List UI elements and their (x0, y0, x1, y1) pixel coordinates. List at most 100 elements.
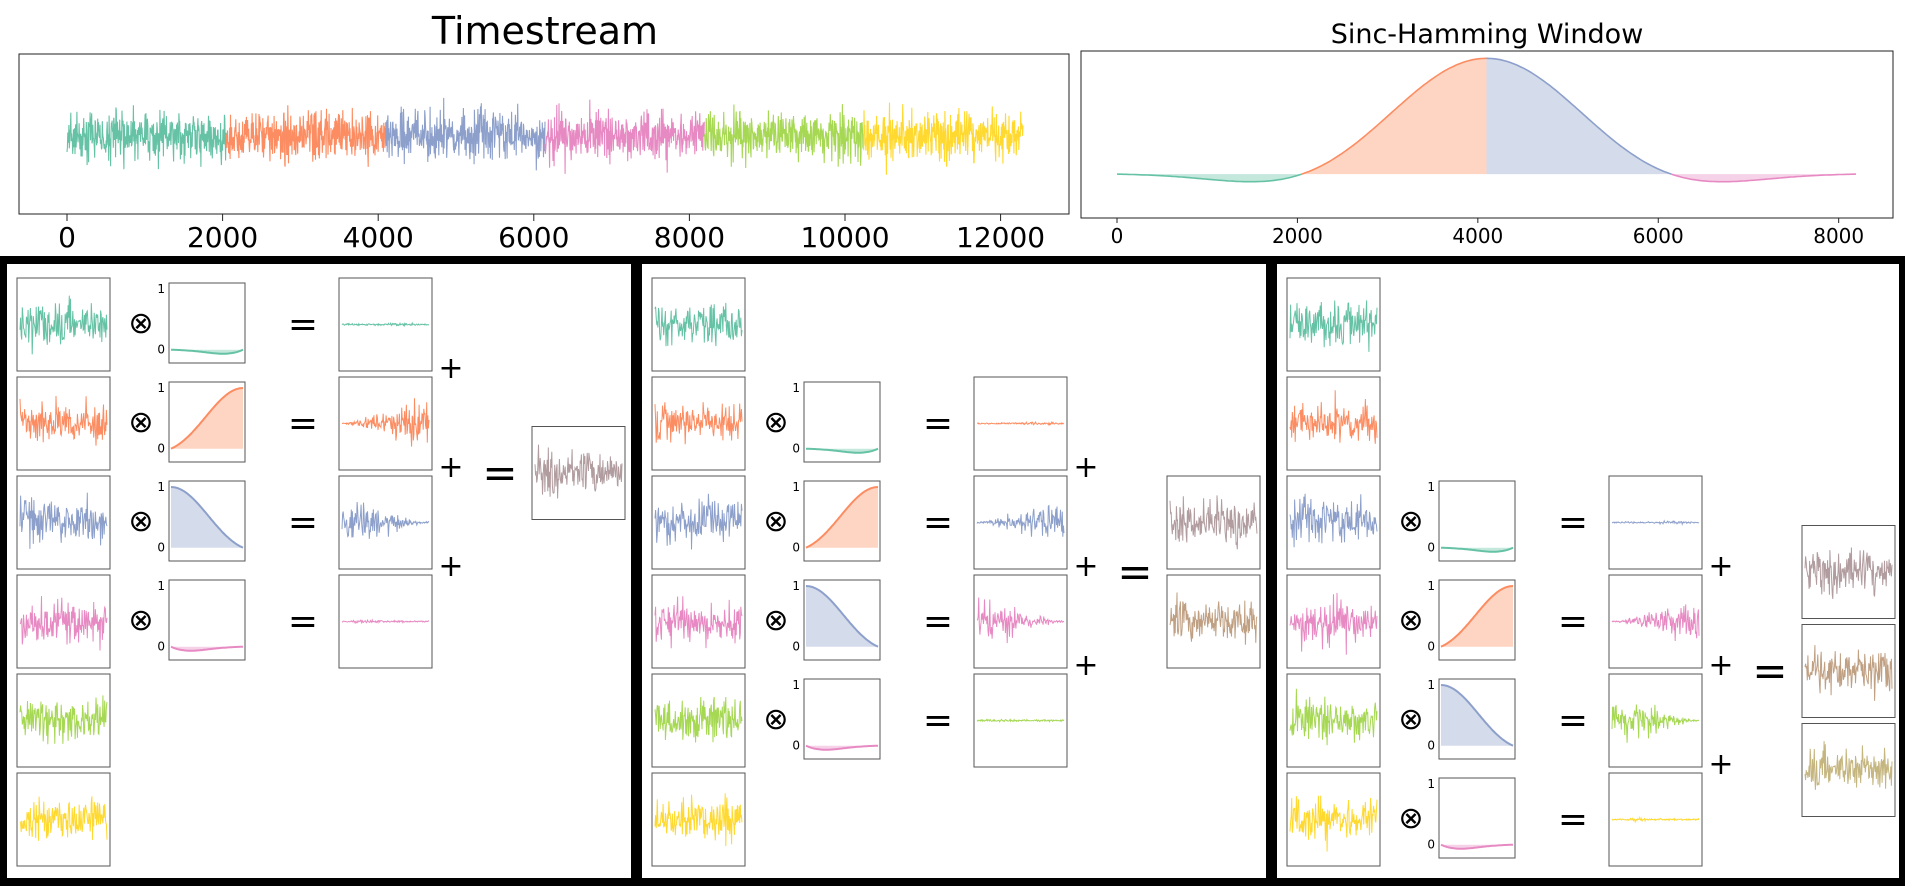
windowed-segment-signal (976, 504, 1065, 537)
window-thumb-tick-1: 1 (792, 381, 800, 395)
sum-output-2-signal (1169, 592, 1258, 645)
segment-2-signal (19, 395, 108, 446)
windowed-segment-signal (341, 501, 430, 539)
window-thumb-area (1441, 685, 1513, 746)
panel-3-frame (1269, 256, 1905, 886)
equals-symbol: = (923, 403, 953, 444)
window-thumb-tick-1: 1 (1427, 777, 1435, 791)
window-thumb-tick-0: 0 (792, 640, 800, 654)
equals-symbol: = (288, 502, 318, 543)
window-thumb-area (806, 586, 878, 647)
multiply-symbol: ⊗ (128, 504, 153, 539)
equals-symbol: = (1558, 700, 1588, 741)
segment-2-signal (654, 402, 743, 445)
timestream-tick-label: 10000 (800, 221, 889, 254)
multiply-symbol: ⊗ (763, 405, 788, 440)
timestream-tick-label: 2000 (187, 221, 258, 254)
window-thumb-line (805, 447, 879, 454)
window-thumb-tick-0: 0 (1427, 838, 1435, 852)
segment-3-signal (19, 492, 108, 549)
windowed-segment-signal (976, 718, 1065, 723)
sum-output-1-signal (534, 444, 623, 499)
timestream-series-2 (225, 105, 387, 167)
multiply-symbol: ⊗ (128, 405, 153, 440)
window-thumb-line (1440, 585, 1514, 648)
window-tick-label: 8000 (1813, 224, 1864, 248)
window-line-1 (1116, 173, 1303, 183)
window-thumb-line (170, 645, 244, 652)
window-thumb-line (805, 585, 879, 648)
window-line-3 (1486, 57, 1672, 175)
window-thumb-tick-0: 0 (157, 343, 165, 357)
equals-symbol: = (288, 601, 318, 642)
window-area-3 (1486, 58, 1672, 175)
segment-4-signal (1289, 592, 1378, 655)
segment-3-signal (1289, 493, 1378, 548)
sum-output-1-signal (1169, 495, 1258, 550)
window-thumb-line (170, 387, 244, 450)
window-thumb-tick-0: 0 (157, 541, 165, 555)
window-line-2 (1301, 57, 1487, 175)
windowed-segment-signal (1611, 604, 1700, 642)
window-tick-label: 0 (1111, 224, 1124, 248)
window-thumb-tick-1: 1 (792, 678, 800, 692)
timestream-tick-label: 4000 (343, 221, 414, 254)
timestream-title: Timestream (431, 9, 658, 53)
window-thumb-tick-0: 0 (157, 640, 165, 654)
window-thumb-tick-1: 1 (157, 381, 165, 395)
window-thumb-tick-1: 1 (1427, 579, 1435, 593)
timestream-series-5 (703, 104, 865, 169)
plus-symbol: + (1708, 648, 1733, 683)
window-thumb-area (1441, 586, 1513, 647)
multiply-symbol: ⊗ (1398, 504, 1423, 539)
windowed-segment-signal (341, 321, 430, 328)
panel-3: ⊗ 1 0 = ⊗ 1 0 = ⊗ 1 0 = ⊗ 1 0 = + + + = (1286, 277, 1896, 867)
window-thumb-tick-1: 1 (157, 282, 165, 296)
windowed-segment-signal (1611, 815, 1700, 824)
window-thumb-tick-0: 0 (157, 442, 165, 456)
timestream-frame (18, 53, 1070, 215)
window-line-4 (1671, 173, 1857, 183)
window-thumb-line (1440, 843, 1514, 850)
timestream-series-4 (544, 99, 705, 174)
timestream-series-6 (863, 102, 1024, 175)
window-thumb-tick-0: 0 (792, 442, 800, 456)
window-thumb-tick-0: 0 (792, 739, 800, 753)
segment-5-signal (654, 696, 743, 743)
window-thumb-line (170, 486, 244, 549)
window-thumb-frame (803, 579, 881, 661)
equals-symbol: = (1558, 502, 1588, 543)
plus-symbol: + (1073, 549, 1098, 584)
multiply-symbol: ⊗ (763, 504, 788, 539)
segment-5-signal (1289, 688, 1378, 746)
window-thumb-tick-1: 1 (1427, 480, 1435, 494)
panel-1: ⊗ 1 0 = ⊗ 1 0 = ⊗ 1 0 = ⊗ 1 0 = + + + = (16, 277, 626, 867)
timestream-series-3 (385, 97, 546, 171)
plus-symbol: + (438, 549, 463, 584)
window-thumb-frame (803, 480, 881, 562)
window-thumb-tick-1: 1 (157, 480, 165, 494)
window-tick-label: 6000 (1633, 224, 1684, 248)
sum-output-2-signal (1804, 645, 1893, 701)
window-area-1 (1117, 174, 1302, 182)
multiply-symbol: ⊗ (1398, 702, 1423, 737)
timestream-series-1 (66, 105, 227, 170)
windowed-segment-signal (977, 420, 1065, 426)
windowed-segment-signal (1611, 704, 1700, 743)
equals-symbol: = (288, 304, 318, 345)
result-equals-symbol: = (1117, 547, 1152, 596)
window-area-2 (1301, 58, 1487, 175)
plus-symbol: + (438, 450, 463, 485)
timestream-tick-label: 8000 (654, 221, 725, 254)
window-thumb-line (1440, 684, 1514, 747)
segment-1-signal (19, 295, 108, 355)
equals-symbol: = (923, 601, 953, 642)
window-thumb-frame (168, 381, 246, 463)
window-thumb-frame (1438, 678, 1516, 760)
multiply-symbol: ⊗ (1398, 801, 1423, 836)
window-thumb-line (1440, 546, 1514, 553)
timestream-chart: Timestream 0 2000 4000 6000 8000 10000 12000 (18, 9, 1070, 254)
window-thumb-line (805, 744, 879, 751)
plus-symbol: + (1073, 450, 1098, 485)
